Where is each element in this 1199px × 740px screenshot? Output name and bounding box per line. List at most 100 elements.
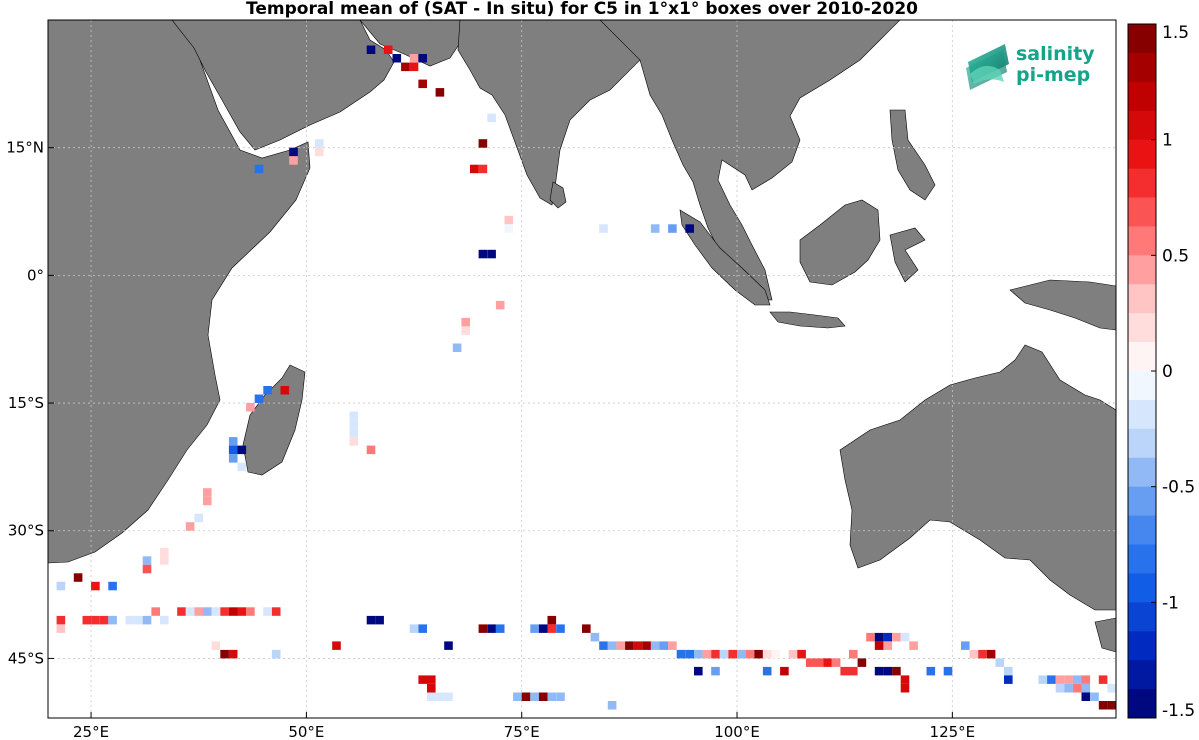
data-cell (228, 649, 238, 659)
data-cell (185, 607, 195, 616)
colorbar-swatch (1128, 255, 1156, 285)
data-cell (719, 649, 729, 659)
data-cell (805, 658, 815, 667)
data-cell (530, 624, 539, 633)
data-cell (444, 692, 453, 701)
colorbar-tick-label: 1 (1162, 131, 1173, 151)
data-cell (728, 649, 737, 659)
data-cell (849, 649, 858, 659)
data-cell (1107, 701, 1116, 710)
data-cell (427, 684, 436, 693)
data-cell (1081, 684, 1091, 693)
x-tick-label: 50°E (288, 723, 324, 740)
data-cell (513, 692, 522, 701)
colorbar-swatch (1128, 52, 1156, 83)
data-cell (254, 164, 264, 174)
data-cell (349, 428, 359, 438)
data-cell (418, 79, 427, 89)
y-tick-label: 45°S (8, 649, 44, 667)
data-cell (289, 156, 298, 165)
data-cell (694, 666, 703, 676)
data-cell (435, 692, 445, 701)
australia (839, 344, 1116, 611)
colorbar-swatch (1128, 544, 1156, 574)
data-cell (228, 454, 238, 463)
data-cell (289, 147, 298, 157)
data-cell (56, 615, 66, 625)
data-cell (900, 632, 910, 642)
data-cell (840, 666, 849, 676)
data-cell (995, 658, 1004, 667)
data-cell (521, 692, 531, 701)
data-cell (409, 54, 419, 63)
data-cell (263, 607, 272, 616)
data-cell (961, 641, 970, 650)
data-cell (599, 224, 608, 233)
data-cell (418, 54, 427, 63)
data-cell (263, 386, 272, 395)
colorbar-swatch (1128, 428, 1156, 459)
data-cell (1107, 684, 1116, 693)
data-cell (823, 658, 832, 667)
colorbar-swatch (1128, 515, 1156, 545)
colorbar-swatch (1128, 399, 1156, 430)
data-cell (315, 147, 324, 157)
data-cell (599, 641, 608, 650)
data-cell (487, 249, 496, 259)
data-cell (271, 607, 281, 616)
tasmania (1094, 617, 1116, 653)
data-cell (668, 641, 677, 650)
data-cell (228, 437, 238, 446)
y-axis-ticks: 15°N 0° 15°S 30°S 45°S (6, 139, 54, 667)
data-cell (237, 445, 247, 455)
india-landmass (457, 20, 641, 206)
data-cell (797, 649, 806, 659)
y-tick-label: 30°S (8, 522, 44, 540)
data-cell (56, 624, 66, 633)
data-cell (160, 547, 169, 557)
data-cell (418, 675, 427, 684)
colorbar-swatch (1128, 631, 1156, 661)
data-cell (427, 692, 436, 701)
data-cell (1098, 675, 1108, 684)
data-cell (607, 641, 617, 650)
colorbar-swatch (1128, 457, 1156, 488)
data-cell (478, 139, 488, 148)
sumatra (679, 209, 771, 306)
borneo (799, 199, 881, 286)
data-cell (461, 326, 470, 335)
logo-line2: pi-mep (1016, 64, 1090, 86)
data-cell (487, 624, 496, 633)
data-cell (754, 649, 763, 659)
data-cell (142, 564, 152, 574)
data-cell (495, 300, 505, 310)
data-cell (909, 641, 918, 650)
data-cell (349, 411, 359, 421)
southeast-asia-landmass (599, 20, 901, 301)
data-cell (978, 649, 987, 659)
new-guinea (1009, 279, 1116, 331)
data-cell (607, 701, 617, 710)
data-cell (650, 224, 660, 233)
philippines (889, 109, 936, 201)
data-cell (926, 666, 936, 676)
data-cell (220, 607, 229, 616)
data-cell (125, 615, 135, 625)
data-cell (409, 62, 419, 72)
data-cell (788, 649, 798, 659)
data-cell (831, 658, 841, 667)
data-cell (349, 420, 359, 429)
data-cell (874, 641, 884, 650)
data-cell (1072, 675, 1082, 684)
data-cell (943, 666, 953, 676)
data-cell (1004, 666, 1013, 676)
data-cell (650, 641, 660, 650)
data-cell (203, 607, 212, 616)
colorbar-swatch (1128, 689, 1156, 719)
data-cell (91, 615, 100, 625)
colorbar-tick-labels: 1.5 1 0.5 0 -0.5 -1 -1.5 (1151, 23, 1195, 721)
data-cell (82, 615, 92, 625)
colorbar-tick-label: 0.5 (1162, 246, 1189, 266)
data-cell (538, 692, 548, 701)
